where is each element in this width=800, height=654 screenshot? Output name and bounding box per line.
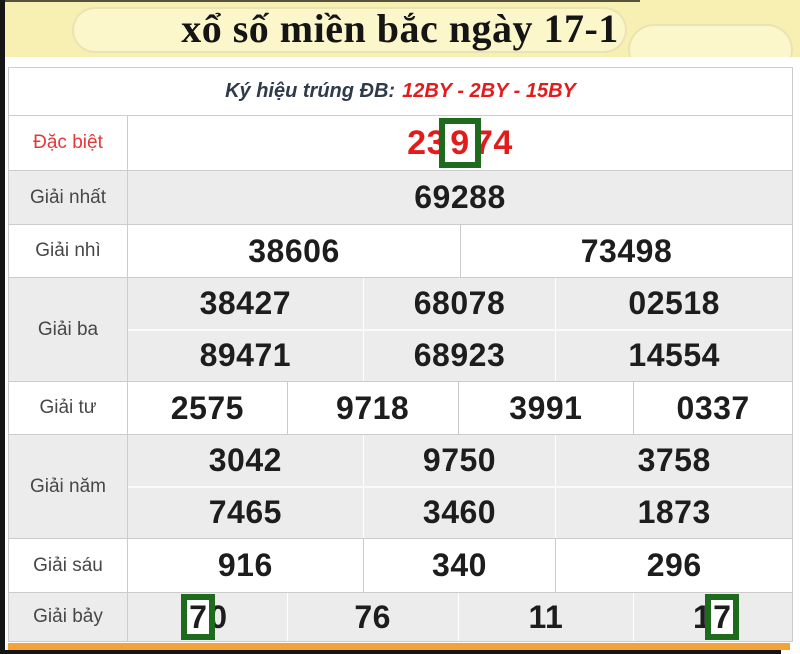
prize-values: 69288 xyxy=(128,171,792,224)
prize-row: Giải tư 2575 9718 3991 0337 xyxy=(9,381,792,434)
prize-row: Giải năm 3042 9750 3758 7465 3460 1873 xyxy=(9,434,792,538)
prize-label: Giải năm xyxy=(9,435,128,538)
prize-subrow: 7465 3460 1873 xyxy=(128,485,792,538)
prize-values: 38606 73498 xyxy=(128,225,792,277)
prize-row: Đặc biệt 23 9 74 xyxy=(9,115,792,170)
page-title: xổ số miền bắc ngày 17-1 xyxy=(181,6,619,51)
prize-row: Giải sáu 916 340 296 xyxy=(9,538,792,592)
special-code-values: 12BY - 2BY - 15BY xyxy=(402,80,576,102)
prize-number: 296 xyxy=(555,539,792,592)
prize-number: 0337 xyxy=(633,382,792,434)
prize-number: 14554 xyxy=(555,330,792,381)
prize-values: 916 340 296 xyxy=(128,539,792,592)
highlight-box: 9 xyxy=(439,118,481,168)
bottom-orange-strip xyxy=(8,643,790,650)
prize-row: Giải nhì 38606 73498 xyxy=(9,224,792,277)
prize-number: 11 xyxy=(457,593,634,641)
prize-number: 38606 xyxy=(248,232,340,269)
prize-number: 7465 xyxy=(208,494,282,531)
prize-subrow: 38606 73498 xyxy=(128,225,792,277)
special-code-row: Ký hiệu trúng ĐB: 12BY - 2BY - 15BY xyxy=(9,68,792,115)
prize-subrow: 7 0 76 11 1 7 xyxy=(128,593,792,641)
prize-label: Giải nhì xyxy=(9,225,128,277)
prize-number: 3991 xyxy=(457,382,634,434)
prize-values: 23 9 74 xyxy=(128,116,792,170)
prize-rows: Đặc biệt 23 9 74 Giải nhất 69288 Giải nhì 38606… xyxy=(9,115,792,641)
frame-border-top xyxy=(0,0,640,2)
prize-number: 68078 xyxy=(362,278,556,329)
prize-values: 7 0 76 11 1 7 xyxy=(128,593,792,641)
prize-number: 9750 xyxy=(362,435,556,486)
prize-label: Giải bảy xyxy=(9,593,128,641)
prize-number: 3042 xyxy=(208,441,282,478)
frame-border-bottom xyxy=(0,650,781,654)
frame-border-left xyxy=(0,0,5,654)
prize-subrow: 23 9 74 xyxy=(128,116,792,170)
prize-number: 3460 xyxy=(362,487,556,538)
highlight-box: 7 xyxy=(181,594,216,640)
prize-number: 38427 xyxy=(199,284,292,321)
prize-number: 69288 xyxy=(414,179,506,215)
prize-values: 38427 68078 02518 89471 68923 14554 xyxy=(128,278,792,381)
prize-number: 9718 xyxy=(286,382,458,434)
prize-values: 2575 9718 3991 0337 xyxy=(128,382,792,434)
prize-number: 3758 xyxy=(555,435,792,486)
prize-number: 1873 xyxy=(555,487,792,538)
results-table: Ký hiệu trúng ĐB: 12BY - 2BY - 15BY Đặc … xyxy=(8,67,793,642)
prize-number: 340 xyxy=(362,539,556,592)
prize-number: 68923 xyxy=(362,330,556,381)
prize-row: Giải ba 38427 68078 02518 89471 68923 14554 xyxy=(9,277,792,381)
prize-label: Giải tư xyxy=(9,382,128,434)
special-code-label: Ký hiệu trúng ĐB: xyxy=(225,80,396,102)
watermark-pill-left xyxy=(72,7,627,53)
watermark-pill-right xyxy=(628,24,793,57)
prize-subrow: 69288 xyxy=(128,171,792,224)
prize-number: 89471 xyxy=(199,337,292,374)
prize-number: 02518 xyxy=(555,278,792,329)
prize-subrow: 916 340 296 xyxy=(128,539,792,592)
prize-subrow: 2575 9718 3991 0337 xyxy=(128,382,792,434)
prize-label: Đặc biệt xyxy=(9,116,128,170)
prize-number: 23 9 74 xyxy=(128,116,792,170)
prize-number: 916 xyxy=(217,547,273,583)
prize-number: 73498 xyxy=(460,225,792,277)
prize-values: 3042 9750 3758 7465 3460 1873 xyxy=(128,435,792,538)
prize-subrow: 89471 68923 14554 xyxy=(128,328,792,381)
prize-label: Giải ba xyxy=(9,278,128,381)
prize-subrow: 3042 9750 3758 xyxy=(128,435,792,486)
title-band: xổ số miền bắc ngày 17-1 xyxy=(0,0,800,57)
prize-subrow: 38427 68078 02518 xyxy=(128,278,792,329)
prize-row: Giải nhất 69288 xyxy=(9,170,792,224)
highlight-box: 7 xyxy=(705,594,740,640)
prize-number: 76 xyxy=(286,593,458,641)
prize-label: Giải sáu xyxy=(9,539,128,592)
prize-label: Giải nhất xyxy=(9,171,128,224)
prize-row: Giải bảy 7 0 76 11 1 7 xyxy=(9,592,792,641)
prize-number: 2575 xyxy=(170,389,244,426)
